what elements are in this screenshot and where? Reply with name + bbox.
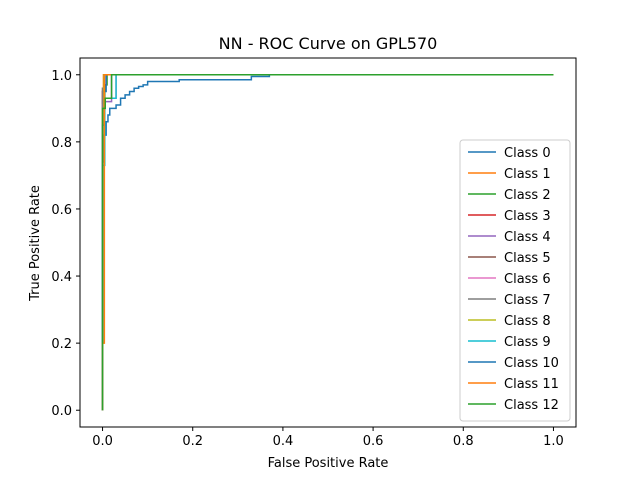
legend: Class 0 Class 1 Class 2 Class 3 Class 4 Class… <box>459 139 571 422</box>
legend-label: Class 5 <box>504 251 551 266</box>
x-axis: 0.0 0.2 0.4 0.6 0.8 1.0 <box>92 427 564 449</box>
x-tick-label: 0.4 <box>273 434 294 449</box>
x-tick-label: 0.2 <box>182 434 203 449</box>
y-tick-label: 0.0 <box>51 404 72 419</box>
x-tick-label: 0.0 <box>92 434 113 449</box>
legend-label: Class 1 <box>504 167 551 182</box>
y-tick-label: 0.8 <box>51 136 72 151</box>
x-axis-title: False Positive Rate <box>268 456 389 471</box>
legend-box <box>459 139 571 422</box>
legend-label: Class 12 <box>504 398 559 413</box>
legend-label: Class 6 <box>504 272 551 287</box>
series-line-class-12 <box>101 74 554 411</box>
y-tick-label: 1.0 <box>51 69 72 84</box>
legend-label: Class 2 <box>504 188 551 203</box>
plot-area-frame <box>79 57 577 428</box>
legend-label: Class 8 <box>504 314 551 329</box>
legend-label: Class 9 <box>504 335 551 350</box>
series-line-class-0 <box>101 74 554 411</box>
legend-label: Class 11 <box>504 377 559 392</box>
y-axis: 0.0 0.2 0.4 0.6 0.8 1.0 <box>51 69 80 419</box>
legend-label: Class 0 <box>504 146 551 161</box>
y-tick-label: 0.4 <box>51 270 72 285</box>
legend-label: Class 7 <box>504 293 551 308</box>
y-tick-label: 0.6 <box>51 203 72 218</box>
y-axis-title: True Positive Rate <box>28 185 43 302</box>
legend-label: Class 4 <box>504 230 551 245</box>
y-tick-label: 0.2 <box>51 337 72 352</box>
chart-title: NN - ROC Curve on GPL570 <box>219 34 438 53</box>
x-tick-label: 0.6 <box>363 434 384 449</box>
legend-label: Class 3 <box>504 209 551 224</box>
legend-label: Class 10 <box>504 356 559 371</box>
x-tick-label: 1.0 <box>543 434 564 449</box>
x-tick-label: 0.8 <box>453 434 474 449</box>
